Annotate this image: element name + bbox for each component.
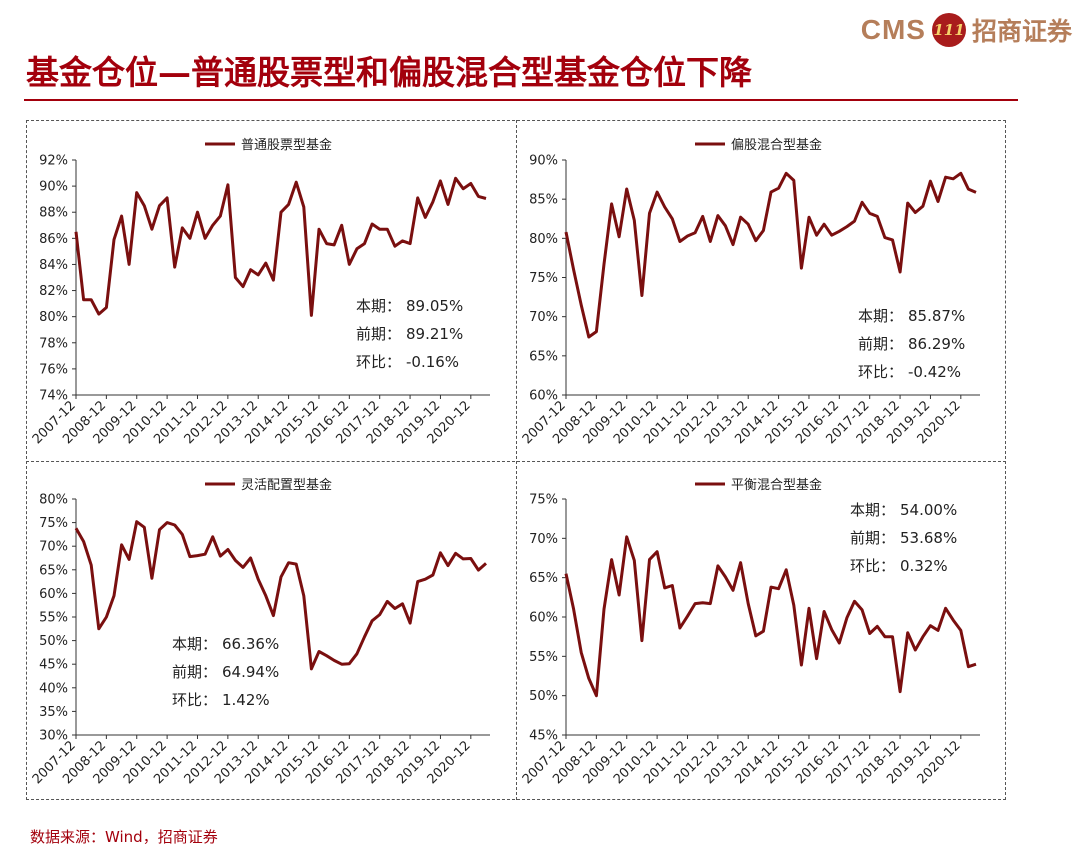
y-tick-label: 65% <box>529 349 558 364</box>
y-tick-label: 45% <box>39 658 68 673</box>
y-tick-label: 76% <box>39 362 68 377</box>
stat-value: 53.68% <box>900 529 957 547</box>
y-tick-label: 35% <box>39 705 68 720</box>
vertical-divider <box>516 120 517 800</box>
chart-panel-3: 30%35%40%45%50%55%60%65%70%75%80%2007-12… <box>30 477 490 787</box>
y-tick-label: 75% <box>39 516 68 531</box>
stat-value: 89.21% <box>406 325 463 343</box>
stat-value: -0.42% <box>908 363 961 381</box>
stat-value: 89.05% <box>406 297 463 315</box>
chart-panel-4: 45%50%55%60%65%70%75%2007-122008-122009-… <box>520 477 980 787</box>
legend-label: 灵活配置型基金 <box>241 477 332 493</box>
stat-label: 本期： <box>858 307 903 325</box>
y-tick-label: 78% <box>39 336 68 351</box>
y-tick-label: 55% <box>39 611 68 626</box>
y-tick-label: 84% <box>39 258 68 273</box>
horizontal-divider <box>26 461 1006 462</box>
data-source-note: 数据来源：Wind，招商证券 <box>30 828 218 846</box>
y-tick-label: 30% <box>39 729 68 744</box>
stat-value: 85.87% <box>908 307 965 325</box>
y-tick-label: 60% <box>529 611 558 626</box>
stat-value: 1.42% <box>222 691 270 709</box>
stat-label: 本期： <box>172 635 217 653</box>
legend-label: 普通股票型基金 <box>241 137 332 153</box>
y-tick-label: 65% <box>529 571 558 586</box>
stat-value: 64.94% <box>222 663 279 681</box>
stat-label: 环比： <box>356 353 401 371</box>
y-tick-label: 60% <box>39 587 68 602</box>
y-tick-label: 45% <box>529 729 558 744</box>
y-tick-label: 50% <box>39 634 68 649</box>
stat-label: 前期： <box>356 325 401 343</box>
stat-label: 前期： <box>850 529 895 547</box>
y-tick-label: 86% <box>39 232 68 247</box>
page-title: 基金仓位—普通股票型和偏股混合型基金仓位下降 <box>26 53 752 92</box>
y-tick-label: 40% <box>39 681 68 696</box>
legend-label: 平衡混合型基金 <box>731 477 822 493</box>
title-divider <box>24 99 1018 101</box>
y-tick-label: 90% <box>529 154 558 169</box>
y-tick-label: 75% <box>529 493 558 508</box>
chart-panel-1: 74%76%78%80%82%84%86%88%90%92%2007-12200… <box>30 137 490 447</box>
series-line <box>74 176 487 317</box>
y-tick-label: 90% <box>39 180 68 195</box>
y-tick-label: 74% <box>39 389 68 404</box>
stat-value: 54.00% <box>900 501 957 519</box>
series-line <box>564 171 977 339</box>
stat-label: 环比： <box>858 363 903 381</box>
y-tick-label: 75% <box>529 271 558 286</box>
y-tick-label: 50% <box>529 689 558 704</box>
stat-label: 前期： <box>858 335 903 353</box>
stat-label: 环比： <box>172 691 217 709</box>
y-tick-label: 92% <box>39 154 68 169</box>
y-tick-label: 55% <box>529 650 558 665</box>
series-line <box>564 535 977 698</box>
stat-value: 86.29% <box>908 335 965 353</box>
stat-label: 前期： <box>172 663 217 681</box>
stat-value: -0.16% <box>406 353 459 371</box>
y-tick-label: 80% <box>529 232 558 247</box>
stat-value: 66.36% <box>222 635 279 653</box>
stat-label: 本期： <box>356 297 401 315</box>
y-tick-label: 80% <box>39 310 68 325</box>
brand-emblem-icon: 111 <box>931 13 966 47</box>
y-tick-label: 88% <box>39 206 68 221</box>
y-tick-label: 85% <box>529 193 558 208</box>
y-tick-label: 70% <box>39 540 68 555</box>
y-tick-label: 70% <box>529 532 558 547</box>
stat-label: 本期： <box>850 501 895 519</box>
stat-label: 环比： <box>850 557 895 575</box>
series-line <box>74 520 487 671</box>
chart-panel-2: 60%65%70%75%80%85%90%2007-122008-122009-… <box>520 137 980 447</box>
brand-logo-group: CMS 111 招商证券 <box>861 8 1072 52</box>
y-tick-label: 80% <box>39 493 68 508</box>
legend-label: 偏股混合型基金 <box>731 137 822 153</box>
y-tick-label: 60% <box>529 389 558 404</box>
y-tick-label: 70% <box>529 310 558 325</box>
y-tick-label: 65% <box>39 563 68 578</box>
y-tick-label: 82% <box>39 284 68 299</box>
brand-latin: CMS <box>860 14 926 45</box>
stat-value: 0.32% <box>900 557 948 575</box>
brand-chinese-name: 招商证券 <box>971 17 1072 46</box>
